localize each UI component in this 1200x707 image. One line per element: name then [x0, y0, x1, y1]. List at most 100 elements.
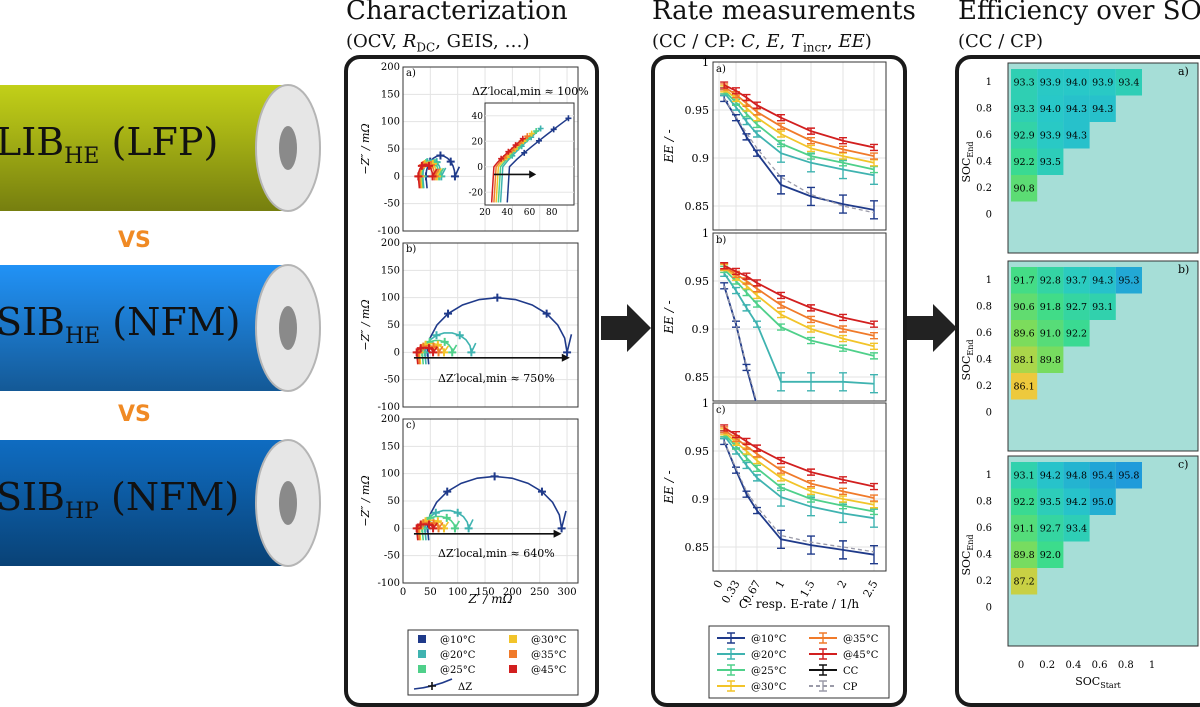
- eis-marker: [450, 172, 459, 181]
- eis-marker: [416, 520, 425, 529]
- inset-marker: [498, 155, 505, 162]
- x-tick-label: 1: [1149, 660, 1155, 671]
- error-bar: [807, 487, 815, 496]
- x-tick-label: 0: [1018, 660, 1024, 671]
- y-tick-label: 1: [702, 227, 709, 240]
- heatmap-cell: [1089, 488, 1116, 515]
- y-tick-label: 50: [387, 496, 400, 507]
- legend-swatch: [509, 665, 517, 673]
- heatmap-value: 95.0: [1092, 497, 1113, 508]
- y-tick-label: 0.85: [685, 200, 710, 213]
- y-axis-label: −Z″ / mΩ: [359, 475, 372, 526]
- error-bar: [732, 286, 740, 295]
- y-tick-label: 150: [381, 89, 400, 100]
- legend-swatch: [727, 632, 735, 644]
- heatmap-value: 92.2: [1014, 497, 1035, 508]
- y-tick-label: 0.85: [685, 371, 710, 384]
- y-tick-label: 200: [381, 238, 400, 249]
- legend-swatch: [727, 664, 735, 676]
- x-tick-label: 0: [400, 587, 406, 598]
- characterization-subtitle: (OCV, RDC, GEIS, …): [346, 31, 530, 55]
- legend-swatch: [509, 635, 517, 643]
- y-tick-label: 0.2: [976, 381, 992, 392]
- heatmap-cell: [1089, 95, 1116, 122]
- heatmap-cell: [1037, 293, 1064, 320]
- error-bar: [839, 372, 847, 392]
- error-bar: [870, 165, 878, 174]
- eis-marker: [443, 487, 452, 496]
- error-bar: [753, 444, 761, 452]
- heatmap-cell: [1063, 515, 1090, 542]
- eis-marker: [453, 508, 462, 517]
- heatmap-cell: [1089, 462, 1116, 489]
- x-tick-label: 2: [835, 578, 850, 591]
- legend-entry: ΔZ: [458, 682, 472, 693]
- heatmap-cell: [1037, 95, 1064, 122]
- series-group: [720, 81, 878, 220]
- error-bar: [732, 430, 740, 439]
- eis-marker: [417, 161, 426, 170]
- heatmap-cell: [1089, 69, 1116, 96]
- heatmap-value: 95.4: [1092, 470, 1113, 481]
- eis-marker: [429, 348, 438, 357]
- inset-marker: [521, 149, 528, 156]
- y-tick-label: 0.6: [976, 523, 992, 534]
- eis-marker: [464, 524, 473, 533]
- x-tick-label: 250: [530, 587, 549, 598]
- error-bar: [807, 468, 815, 476]
- heatmap-value: 92.8: [1040, 275, 1061, 286]
- legend-entry: @20°C: [751, 650, 787, 661]
- inset-x-tick: 60: [524, 208, 536, 218]
- heatmap-value: 94.2: [1066, 497, 1087, 508]
- y-tick-label: 1: [986, 470, 992, 481]
- error-bar: [742, 454, 751, 462]
- error-bar: [807, 304, 815, 312]
- inset-marker: [550, 126, 557, 133]
- error-bar: [777, 139, 785, 148]
- heatmap-value: 94.2: [1040, 470, 1061, 481]
- error-bar: [839, 495, 847, 503]
- eis-marker: [467, 348, 476, 357]
- inset-marker: [565, 115, 572, 122]
- heatmap-cell: [1037, 69, 1064, 96]
- eis-marker: [450, 524, 459, 533]
- legend-entry: @10°C: [751, 634, 787, 645]
- y-axis-label: EE / -: [662, 300, 676, 334]
- heatmap-cell: [1011, 122, 1038, 149]
- series-line: [723, 98, 875, 214]
- heatmap-value: 88.1: [1014, 355, 1035, 366]
- error-bar: [870, 374, 878, 394]
- panel-label: c): [406, 420, 416, 431]
- error-bar: [839, 145, 847, 154]
- y-tick-label: 0: [986, 603, 992, 614]
- error-bar: [807, 144, 815, 153]
- heatmap-value: 93.7: [1066, 275, 1087, 286]
- panel-label: b): [716, 235, 726, 246]
- error-bar: [777, 130, 785, 138]
- inset-marker: [528, 130, 535, 137]
- panel-label: a): [406, 68, 416, 79]
- x-tick-label: 300: [558, 587, 577, 598]
- eis-marker: [557, 524, 566, 533]
- error-bar: [753, 464, 761, 472]
- error-bar: [720, 81, 729, 89]
- error-bar: [753, 149, 761, 157]
- series-line: [723, 441, 875, 553]
- heatmap-cell: [1011, 69, 1038, 96]
- heatmap-value: 93.3: [1014, 104, 1035, 115]
- error-bar: [807, 127, 815, 135]
- delta-z-annotation: ΔZ′local,min ≈ 640%: [438, 547, 555, 560]
- heatmap-cell: [1037, 346, 1064, 373]
- cell-body: [0, 440, 290, 566]
- eis-marker: [442, 513, 451, 522]
- y-tick-label: 50: [387, 320, 400, 331]
- error-bar: [839, 159, 847, 167]
- error-bar: [777, 483, 785, 492]
- inset-curve: [497, 130, 537, 203]
- y-tick-label: 0: [986, 408, 992, 419]
- inset-marker: [505, 148, 512, 155]
- heatmap-value: 92.7: [1040, 523, 1061, 534]
- heatmap-cell: [1063, 95, 1090, 122]
- x-tick-label: 50: [424, 587, 437, 598]
- series-line: [723, 266, 875, 348]
